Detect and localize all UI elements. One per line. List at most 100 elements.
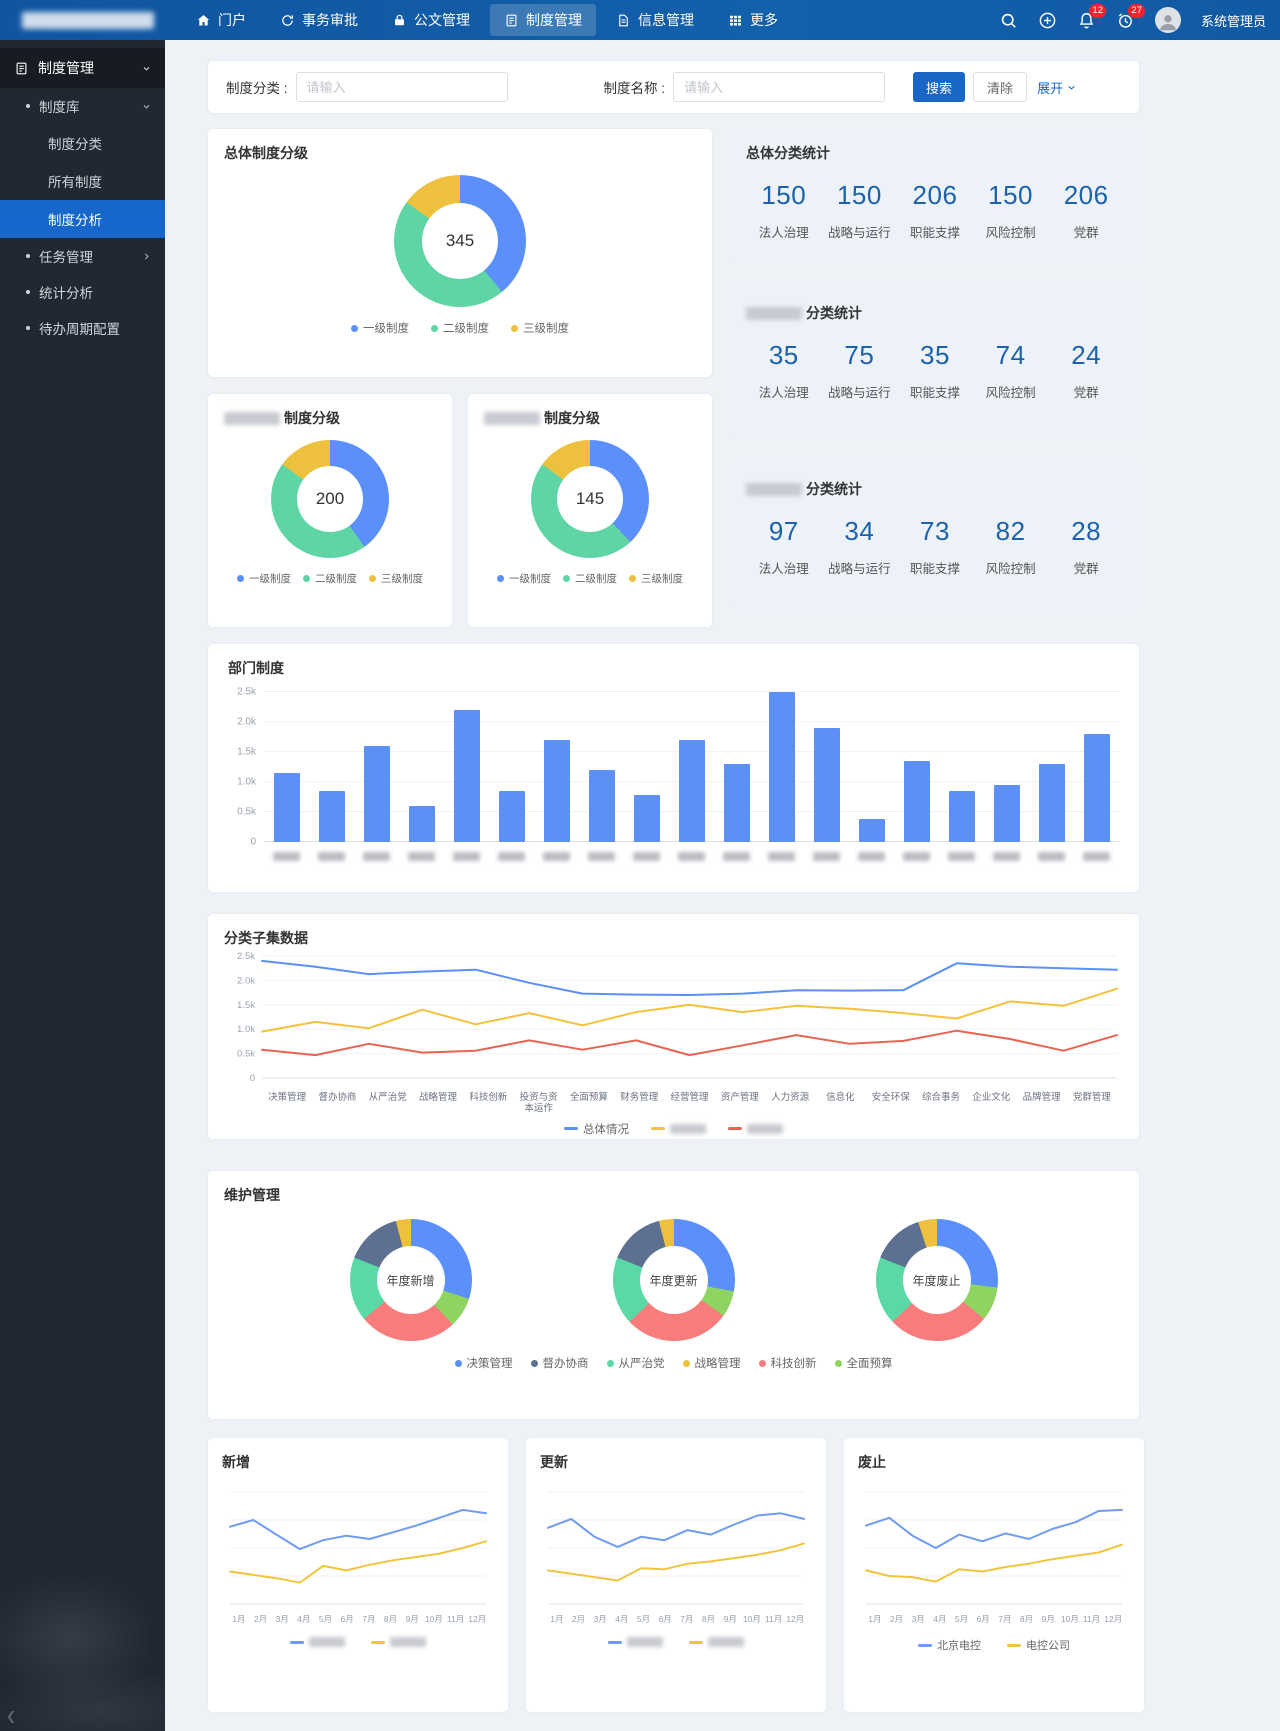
stat-item: 35 职能支撑	[897, 340, 973, 401]
x-axis-label: 9月	[1041, 1614, 1055, 1624]
legend-item[interactable]	[290, 1637, 345, 1647]
bar	[588, 770, 615, 842]
legend-item[interactable]: 一级制度	[351, 320, 409, 336]
stat-label: 风险控制	[985, 226, 1036, 240]
nav-item-label: 更多	[750, 12, 778, 28]
blurred-legend-label	[708, 1637, 744, 1647]
abolished-line-card: 废止 1月 2月 3月 4月 5月 6月 7月 8月 9月 10月 11月 12月 北京电控 电控公司	[843, 1437, 1145, 1713]
card-title: 总体制度分级	[224, 145, 308, 161]
blurred-axis-label	[768, 852, 795, 861]
legend-marker	[728, 1127, 742, 1131]
legend-label: 全面预算	[846, 1358, 893, 1370]
x-axis-label: 12月	[786, 1614, 805, 1624]
legend-item[interactable]: 督办协商	[530, 1355, 589, 1371]
nav-item-more[interactable]: 更多	[714, 4, 792, 36]
plus-circle-icon[interactable]	[1038, 11, 1057, 30]
refresh-icon	[280, 13, 295, 28]
sidebar-item-todo-cycle-config[interactable]: 待办周期配置	[0, 310, 165, 346]
search-button[interactable]: 搜索	[913, 72, 966, 102]
nav-item-info[interactable]: 信息管理	[602, 4, 708, 36]
x-axis-label: 党群管理	[1072, 1092, 1111, 1103]
expand-toggle[interactable]: 展开	[1037, 78, 1077, 97]
sidebar-collapse-icon[interactable]: ❮	[6, 1709, 17, 1723]
legend-item[interactable]: 全面预算	[834, 1355, 893, 1371]
nav-item-official-doc[interactable]: 公文管理	[378, 4, 484, 36]
legend-marker	[651, 1127, 665, 1131]
legend-item[interactable]: 战略管理	[682, 1355, 741, 1371]
stat-label: 风险控制	[985, 386, 1036, 400]
legend-item[interactable]: 总体情况	[564, 1121, 629, 1137]
legend-item[interactable]: 三级制度	[369, 571, 423, 586]
x-axis-label: 7月	[998, 1614, 1012, 1624]
legend-item[interactable]: 二级制度	[563, 571, 617, 586]
legend-item[interactable]: 北京电控	[918, 1637, 981, 1653]
y-axis-label: 0	[250, 836, 256, 848]
person-icon	[1160, 14, 1176, 30]
y-axis-label: 1.5k	[237, 746, 256, 758]
stat-item: 28 党群	[1048, 516, 1124, 577]
nav-item-approval[interactable]: 事务审批	[266, 4, 372, 36]
sidebar-item-all-regulations[interactable]: 所有制度	[0, 162, 165, 200]
notifications-bell-icon[interactable]: 12	[1077, 3, 1106, 30]
sidebar-item-regulation-mgmt[interactable]: 制度管理	[0, 48, 165, 88]
sidebar-item-regulation-lib[interactable]: 制度库	[0, 88, 165, 124]
chevron-down-icon	[1068, 85, 1075, 90]
legend-item[interactable]	[651, 1123, 706, 1134]
legend-marker	[351, 324, 358, 332]
legend-item[interactable]: 电控公司	[1007, 1637, 1070, 1653]
legend-item[interactable]: 三级制度	[629, 571, 683, 586]
sidebar-decor-image	[0, 1311, 165, 1731]
lock-icon	[392, 13, 407, 28]
legend-item[interactable]: 二级制度	[431, 320, 489, 336]
sidebar-item-task-mgmt[interactable]: 任务管理	[0, 238, 165, 274]
line-chart: 0 0.5k 1.0k 1.5k 2.0k 2.5k	[237, 951, 1118, 1084]
bullet-dot	[26, 104, 30, 108]
nav-item-portal[interactable]: 门户	[182, 4, 260, 36]
card-title: 维护管理	[224, 1187, 280, 1203]
legend-marker	[237, 575, 244, 582]
legend-item[interactable]: 决策管理	[454, 1355, 513, 1371]
legend-marker	[511, 324, 518, 332]
sidebar-item-stats-analysis[interactable]: 统计分析	[0, 274, 165, 310]
legend-item[interactable]: 一级制度	[237, 571, 291, 586]
sidebar-item-regulation-analysis[interactable]: 制度分析	[0, 200, 165, 238]
chart-legend: 决策管理 督办协商 从严治党 战略管理 科技创新 全面预算	[224, 1355, 1123, 1371]
legend-item[interactable]: 一级制度	[497, 571, 551, 586]
stat-value: 28	[1071, 516, 1102, 546]
bar-plot	[264, 691, 1119, 842]
nav-item-label: 门户	[218, 12, 246, 28]
x-axis-label: 3月	[593, 1614, 607, 1624]
clear-button[interactable]: 清除	[973, 72, 1028, 102]
sidebar-item-label: 制度管理	[38, 60, 94, 76]
legend-item[interactable]: 二级制度	[303, 571, 357, 586]
blurred-axis-label	[273, 852, 300, 861]
name-filter-input[interactable]	[673, 72, 886, 102]
bar	[633, 795, 660, 842]
nav-item-regulation[interactable]: 制度管理	[490, 4, 596, 36]
line-chart	[547, 1491, 805, 1605]
legend-item[interactable]	[728, 1123, 783, 1134]
sidebar-item-label: 任务管理	[39, 250, 93, 265]
y-axis-label: 0.5k	[237, 806, 256, 818]
legend-label: 一级制度	[509, 573, 551, 585]
legend-item[interactable]: 三级制度	[511, 320, 569, 336]
legend-item[interactable]	[371, 1637, 426, 1647]
legend-marker	[608, 1640, 622, 1644]
sidebar-item-regulation-category[interactable]: 制度分类	[0, 124, 165, 162]
legend-marker	[454, 1359, 462, 1367]
stat-value: 35	[768, 340, 799, 370]
legend-marker	[629, 575, 636, 582]
user-avatar[interactable]	[1154, 7, 1181, 33]
legend-label: 二级制度	[443, 323, 489, 335]
blurred-axis-label	[453, 852, 480, 861]
card-title: 分类统计	[746, 303, 1124, 323]
legend-label: 战略管理	[694, 1358, 741, 1370]
legend-item[interactable]	[689, 1637, 744, 1647]
category-filter-input[interactable]	[295, 72, 508, 102]
todo-clock-icon[interactable]: 27	[1116, 3, 1145, 30]
legend-item[interactable]	[608, 1637, 663, 1647]
legend-item[interactable]: 科技创新	[758, 1355, 817, 1371]
search-icon[interactable]	[999, 11, 1018, 30]
expand-label: 展开	[1037, 80, 1064, 96]
legend-item[interactable]: 从严治党	[606, 1355, 665, 1371]
